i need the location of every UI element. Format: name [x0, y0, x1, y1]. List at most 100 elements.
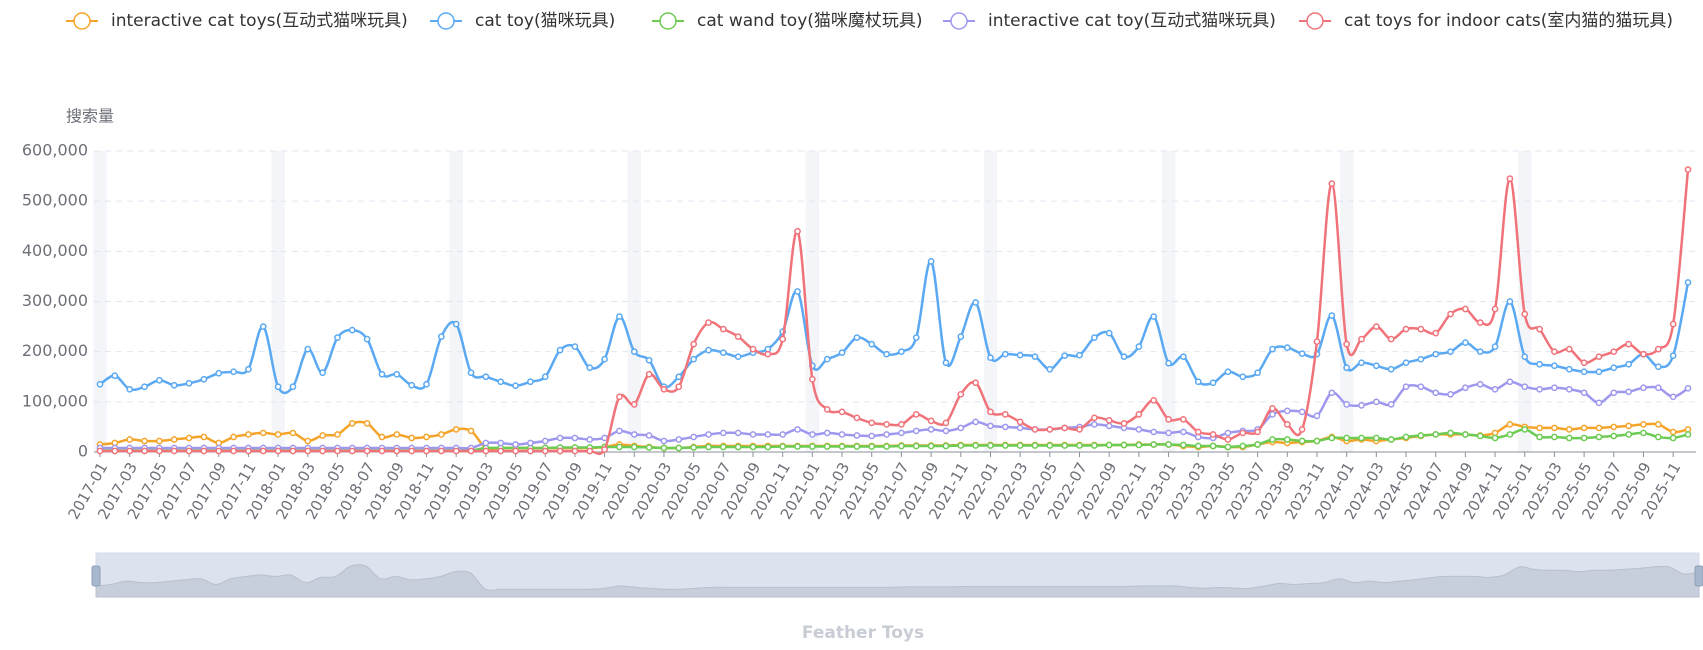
data-point [1580, 424, 1588, 432]
data-point [1046, 442, 1054, 449]
data-point [1061, 352, 1069, 360]
data-point [883, 350, 890, 358]
data-point [1625, 422, 1632, 430]
data-point [1610, 389, 1618, 397]
data-point [705, 431, 712, 438]
data-point [1506, 175, 1514, 182]
data-point [556, 346, 564, 354]
data-point [1432, 350, 1440, 358]
data-point [1521, 383, 1529, 391]
data-point [215, 447, 223, 455]
y-tick-label: 0 [78, 442, 88, 461]
data-point [1476, 380, 1484, 388]
data-point [1224, 368, 1232, 376]
data-point [1625, 340, 1632, 348]
legend-item[interactable]: cat toy(猫咪玩具) [430, 11, 615, 31]
data-point [1120, 441, 1128, 449]
data-point [719, 349, 727, 357]
data-point [512, 441, 519, 448]
data-point [1462, 305, 1469, 313]
data-point [1551, 384, 1558, 392]
data-point [675, 373, 683, 381]
data-point [675, 383, 683, 391]
data-point [912, 411, 920, 418]
data-point [111, 447, 119, 455]
data-point [1283, 407, 1291, 415]
data-point [334, 431, 341, 438]
data-point [972, 418, 979, 426]
data-point [1343, 340, 1351, 348]
zoom-handle[interactable] [91, 565, 101, 587]
data-point [853, 443, 861, 450]
data-point [601, 355, 608, 363]
data-point [764, 350, 772, 358]
data-point [1343, 434, 1351, 442]
data-point [705, 319, 712, 326]
data-point [497, 378, 505, 386]
data-point [408, 381, 416, 389]
data-point [1313, 412, 1321, 420]
legend-label: cat toy(猫咪玩具) [475, 11, 615, 31]
data-point [1684, 384, 1692, 392]
data-point [1521, 353, 1529, 361]
data-point [1625, 431, 1632, 438]
data-point [393, 447, 401, 455]
data-point [1358, 401, 1365, 409]
data-point [987, 354, 994, 362]
data-point [556, 447, 564, 455]
legend-marker [659, 12, 677, 30]
data-point [675, 444, 683, 452]
data-point [1150, 441, 1158, 448]
data-point [1536, 385, 1543, 393]
data-point [245, 365, 252, 373]
data-point [304, 345, 312, 353]
data-point [141, 437, 148, 445]
data-point [1640, 429, 1647, 437]
data-point [1536, 360, 1543, 368]
data-point [645, 432, 653, 439]
data-point [96, 447, 104, 455]
data-point [1165, 416, 1172, 423]
data-point [1610, 423, 1618, 431]
data-point [1506, 378, 1514, 386]
data-point [794, 426, 801, 433]
data-point [1684, 279, 1692, 286]
data-point [1640, 421, 1647, 428]
data-point [571, 447, 579, 455]
legend-item[interactable]: cat toys for indoor cats(室内猫的猫玩具) [1299, 11, 1673, 31]
data-point [749, 345, 757, 353]
data-point [749, 431, 757, 438]
data-point [749, 443, 757, 451]
data-point [809, 443, 816, 450]
data-point [541, 437, 549, 445]
legend-item[interactable]: interactive cat toy(互动式猫咪玩具) [943, 11, 1276, 31]
data-point [1209, 442, 1217, 450]
data-point [452, 320, 460, 328]
data-point [111, 372, 119, 380]
data-point [571, 434, 579, 442]
data-point [1165, 429, 1172, 437]
data-point [1372, 323, 1380, 330]
data-point [586, 447, 594, 455]
data-point [734, 429, 742, 437]
data-point [1551, 348, 1558, 356]
data-point [170, 436, 178, 443]
data-point [1551, 362, 1558, 370]
data-point [942, 419, 950, 427]
data-point [185, 379, 193, 387]
zoom-handle[interactable] [1694, 565, 1703, 587]
data-point [512, 382, 519, 390]
legend-marker [437, 12, 455, 30]
data-point [1447, 390, 1454, 398]
data-point [319, 432, 326, 439]
data-point [1387, 335, 1395, 343]
data-point [259, 429, 267, 437]
legend-item[interactable]: cat wand toy(猫咪魔杖玩具) [652, 11, 923, 31]
data-point [616, 313, 623, 320]
legend-item[interactable]: interactive cat toys(互动式猫咪玩具) [66, 11, 408, 31]
data-point [1536, 325, 1543, 333]
data-point [289, 383, 297, 391]
data-point [1001, 411, 1009, 418]
data-point [1135, 441, 1143, 449]
